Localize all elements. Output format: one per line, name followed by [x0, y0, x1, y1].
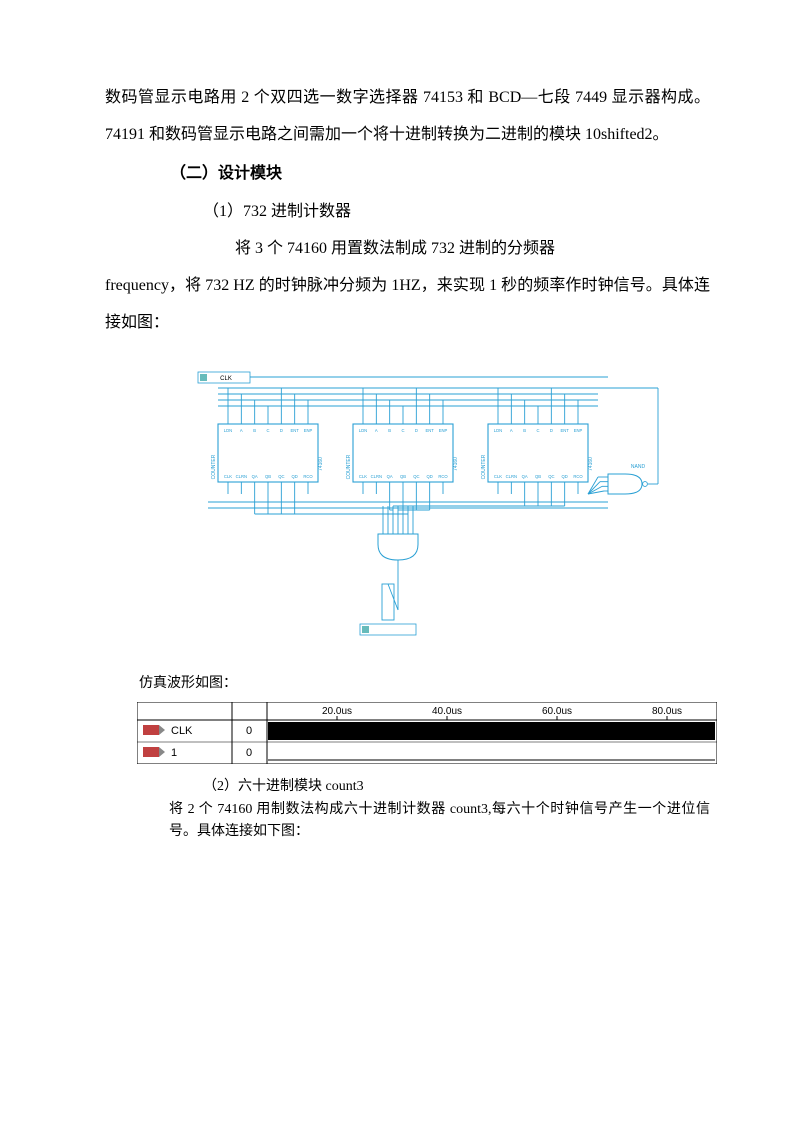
svg-text:ENP: ENP — [573, 428, 582, 433]
svg-text:QB: QB — [399, 474, 405, 479]
svg-text:QA: QA — [521, 474, 527, 479]
waveform-diagram: 20.0us 40.0us 60.0us 80.0us CLK 0 1 0 — [137, 702, 717, 764]
svg-text:20.0us: 20.0us — [322, 706, 352, 717]
svg-text:QB: QB — [264, 474, 270, 479]
subheading-2: （2）六十进制模块 count3 — [105, 776, 710, 798]
svg-text:QA: QA — [251, 474, 257, 479]
svg-text:QC: QC — [278, 474, 284, 479]
subheading-1: （1）732 进制计数器 — [105, 194, 710, 231]
svg-text:A: A — [374, 428, 377, 433]
svg-text:0: 0 — [246, 725, 252, 737]
svg-text:COUNTER: COUNTER — [481, 454, 487, 479]
svg-text:NAND: NAND — [630, 464, 645, 470]
paragraph-freq: frequency，将 732 HZ 的时钟脉冲分频为 1HZ，来实现 1 秒的… — [105, 268, 710, 342]
heading-section-2: （二）设计模块 — [105, 156, 710, 193]
svg-text:CLRN: CLRN — [370, 474, 381, 479]
svg-text:QD: QD — [291, 474, 297, 479]
svg-text:0: 0 — [246, 747, 252, 759]
svg-text:ENP: ENP — [438, 428, 447, 433]
svg-text:QD: QD — [561, 474, 567, 479]
svg-text:74160: 74160 — [588, 456, 594, 470]
svg-text:80.0us: 80.0us — [652, 706, 682, 717]
svg-text:74160: 74160 — [453, 456, 459, 470]
svg-text:COUNTER: COUNTER — [211, 454, 217, 479]
waveform-container: 20.0us 40.0us 60.0us 80.0us CLK 0 1 0 — [105, 702, 710, 764]
svg-text:LDN: LDN — [223, 428, 231, 433]
svg-text:QA: QA — [386, 474, 392, 479]
svg-text:B: B — [388, 428, 391, 433]
svg-text:D: D — [279, 428, 282, 433]
svg-text:CLRN: CLRN — [505, 474, 516, 479]
svg-text:ENP: ENP — [303, 428, 312, 433]
svg-text:CLK: CLK — [493, 474, 501, 479]
svg-text:ENT: ENT — [290, 428, 299, 433]
svg-text:CLK: CLK — [171, 725, 193, 737]
circuit-diagram-container: CLK COUNTER 74160 LDN A B C D ENT ENP CLK CLRN QA QB Q… — [105, 364, 710, 664]
sub-body-1: 将 3 个 74160 用置数法制成 732 进制的分频器 — [105, 231, 710, 268]
svg-text:D: D — [549, 428, 552, 433]
svg-text:1: 1 — [171, 747, 177, 759]
svg-text:RCO: RCO — [573, 474, 583, 479]
svg-text:C: C — [266, 428, 269, 433]
svg-text:B: B — [523, 428, 526, 433]
caption-waveform: 仿真波形如图： — [105, 673, 710, 695]
svg-text:A: A — [239, 428, 242, 433]
svg-text:RCO: RCO — [303, 474, 313, 479]
svg-text:40.0us: 40.0us — [432, 706, 462, 717]
svg-text:ENT: ENT — [425, 428, 434, 433]
circuit-diagram: CLK COUNTER 74160 LDN A B C D ENT ENP CLK CLRN QA QB Q… — [138, 364, 678, 649]
svg-text:CLK: CLK — [223, 474, 231, 479]
svg-text:COUNTER: COUNTER — [346, 454, 352, 479]
svg-text:74160: 74160 — [318, 456, 324, 470]
svg-text:60.0us: 60.0us — [542, 706, 572, 717]
svg-text:B: B — [253, 428, 256, 433]
svg-text:C: C — [536, 428, 539, 433]
svg-text:CLK: CLK — [358, 474, 366, 479]
sub-body-2: 将 2 个 74160 用制数法构成六十进制计数器 count3,每六十个时钟信… — [105, 799, 710, 842]
svg-text:QD: QD — [426, 474, 432, 479]
svg-text:QB: QB — [534, 474, 540, 479]
svg-text:QC: QC — [413, 474, 419, 479]
svg-text:C: C — [401, 428, 404, 433]
svg-text:QC: QC — [548, 474, 554, 479]
svg-text:LDN: LDN — [358, 428, 366, 433]
svg-text:CLRN: CLRN — [235, 474, 246, 479]
svg-text:A: A — [509, 428, 512, 433]
svg-text:LDN: LDN — [493, 428, 501, 433]
svg-text:RCO: RCO — [438, 474, 448, 479]
paragraph-intro: 数码管显示电路用 2 个双四选一数字选择器 74153 和 BCD—七段 744… — [105, 80, 710, 154]
svg-text:CLK: CLK — [220, 376, 232, 382]
svg-text:D: D — [414, 428, 417, 433]
svg-text:ENT: ENT — [560, 428, 569, 433]
